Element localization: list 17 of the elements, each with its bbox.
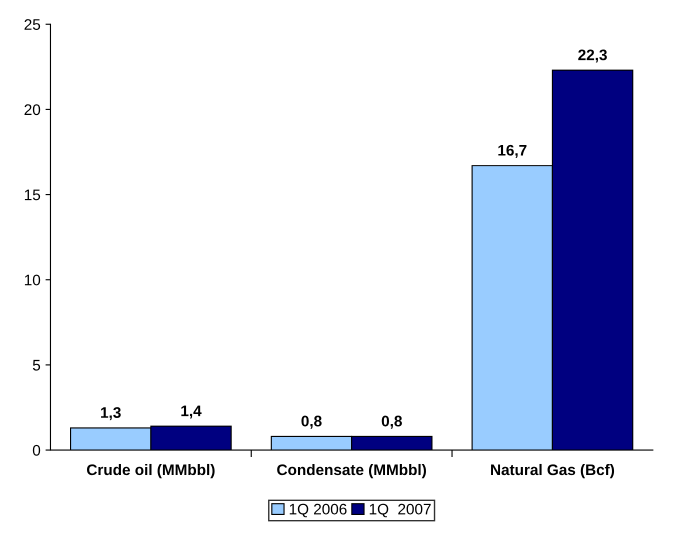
data-label: 0,8	[382, 416, 402, 429]
data-label: 16,7	[498, 144, 526, 158]
x-tick-label: Crude oil (MMbbl)	[87, 464, 215, 478]
y-tick-label: 10	[24, 274, 40, 286]
y-tick-label: 20	[24, 104, 40, 116]
legend-label: 1Q 2007	[370, 504, 431, 518]
data-label: 0,8	[301, 416, 322, 429]
y-tick-label: 5	[32, 360, 40, 371]
x-tick-label: Natural Gas (Bcf)	[491, 464, 614, 478]
legend-label: 1Q 2006	[290, 504, 347, 518]
data-label: 22,3	[578, 49, 607, 62]
data-label: 1,3	[101, 407, 121, 420]
x-tick-label: Condensate (MMbbl)	[277, 464, 426, 478]
y-tick-label: 25	[24, 19, 40, 30]
y-tick-label: 15	[24, 190, 40, 200]
y-tick-label: 0	[32, 444, 40, 456]
data-label: 1,4	[181, 406, 202, 418]
